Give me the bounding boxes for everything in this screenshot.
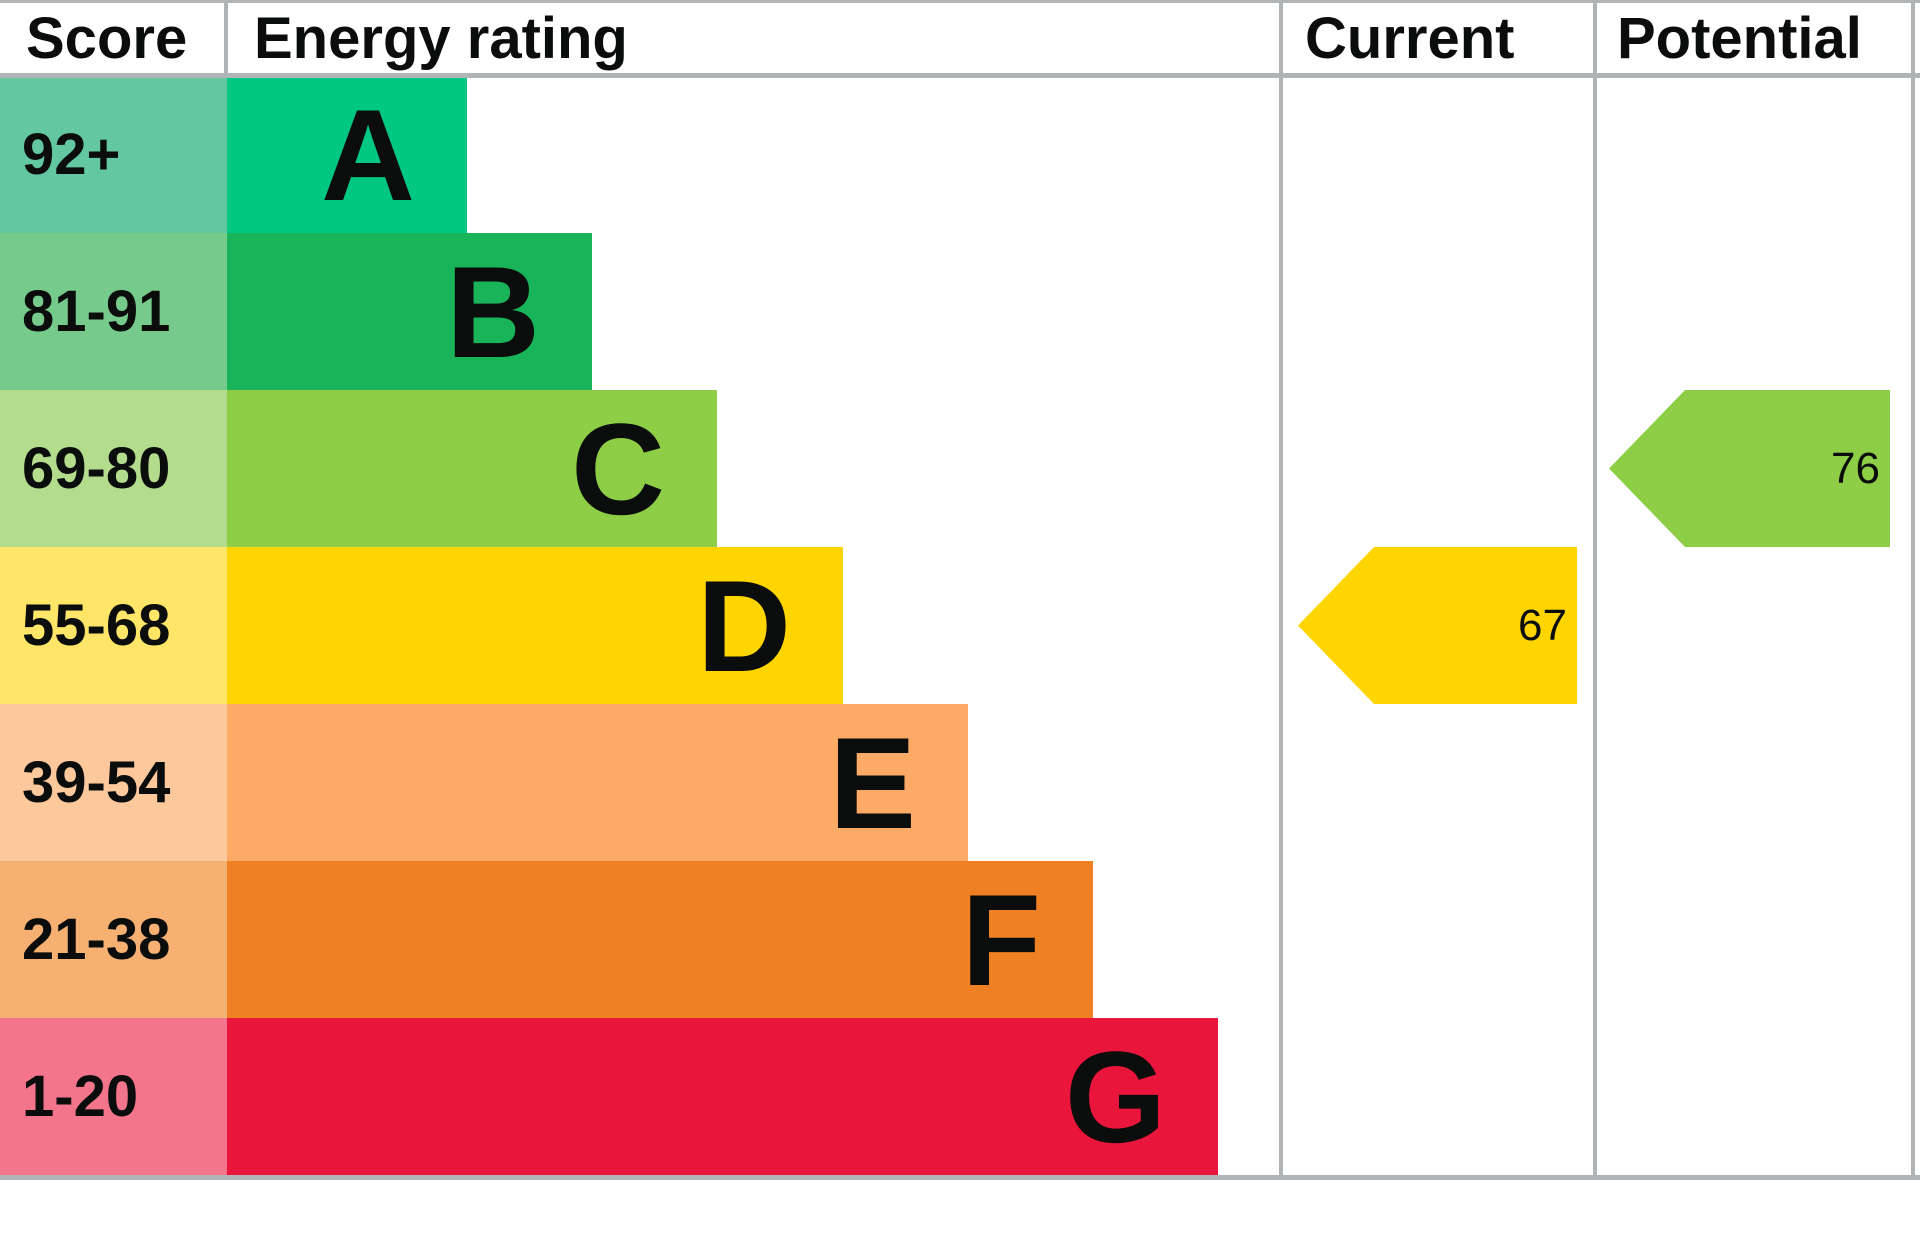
band-bar-g: G bbox=[227, 1018, 1218, 1175]
band-bar-d: D bbox=[227, 547, 843, 704]
potential-left-pointer-arrow-icon bbox=[1609, 390, 1890, 547]
column-header-current: Current bbox=[1305, 5, 1515, 71]
potential-rating-value: 76 bbox=[1831, 443, 1880, 493]
band-bar-a: A bbox=[227, 76, 467, 233]
band-row-d: 55-68 D bbox=[0, 547, 843, 704]
column-header-score: Score bbox=[26, 5, 188, 71]
band-row-g: 1-20 G bbox=[0, 1018, 1218, 1175]
band-row-b: 81-91 B bbox=[0, 233, 592, 390]
column-header-energy-rating: Energy rating bbox=[254, 5, 628, 71]
band-row-a: 92+ A bbox=[0, 76, 467, 233]
potential-rating-marker: 76 bbox=[1609, 390, 1890, 547]
band-bar-b: B bbox=[227, 233, 592, 390]
table-bottom-border bbox=[0, 1175, 1920, 1180]
band-score-range: 21-38 bbox=[0, 861, 227, 1018]
current-left-pointer-arrow-icon bbox=[1298, 547, 1577, 704]
band-bar-f: F bbox=[227, 861, 1093, 1018]
current-rating-value: 67 bbox=[1518, 600, 1567, 650]
band-bar-c: C bbox=[227, 390, 717, 547]
current-rating-marker: 67 bbox=[1298, 547, 1577, 704]
band-row-c: 69-80 C bbox=[0, 390, 717, 547]
band-bar-e: E bbox=[227, 704, 968, 861]
column-header-potential: Potential bbox=[1617, 5, 1862, 71]
band-score-range: 55-68 bbox=[0, 547, 227, 704]
band-row-f: 21-38 F bbox=[0, 861, 1093, 1018]
potential-column-divider bbox=[1593, 0, 1597, 1175]
band-score-range: 81-91 bbox=[0, 233, 227, 390]
band-score-range: 39-54 bbox=[0, 704, 227, 861]
band-score-range: 1-20 bbox=[0, 1018, 227, 1175]
table-right-border bbox=[1911, 0, 1915, 1175]
header-bottom-border bbox=[0, 73, 1920, 78]
score-column-divider bbox=[224, 0, 228, 73]
table-top-border bbox=[0, 0, 1920, 3]
current-column-divider bbox=[1279, 0, 1283, 1175]
band-score-range: 92+ bbox=[0, 76, 227, 233]
band-row-e: 39-54 E bbox=[0, 704, 968, 861]
band-score-range: 69-80 bbox=[0, 390, 227, 547]
